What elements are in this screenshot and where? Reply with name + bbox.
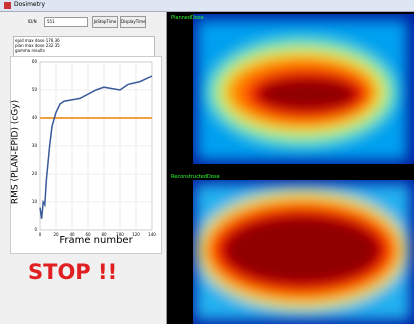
x-tick-label: 80 [101,232,107,237]
x-tick-label: 140 [148,232,156,237]
panel-label: ReconstructedDose [171,174,220,180]
y-axis-label: RMS (PLAN-EPID) (cGy) [11,100,21,204]
y-tick-label: 20 [32,171,38,176]
y-tick-label: 30 [32,143,38,148]
dose-panels: PlannedDose ReconstructedDose [167,12,414,324]
x-tick-label: 60 [85,232,91,237]
x-tick-label: 120 [132,232,140,237]
y-tick-label: 50 [32,87,38,92]
y-tick-label: 0 [34,227,37,232]
y-tick-label: 40 [32,115,38,120]
stop-alert: STOP !! [28,260,117,284]
x-tick-label: 0 [39,232,42,237]
planned-dose-map [193,14,414,164]
x-tick-label: 40 [69,232,75,237]
reconstructed-dose-map [193,180,414,324]
window: Dosimetry ID/N 551 JoStopTime DisplayTim… [0,0,414,324]
y-tick-label: 10 [32,199,38,204]
x-tick-label: 100 [116,232,124,237]
panel-label: PlannedDose [171,15,204,21]
y-tick-label: 60 [32,59,38,64]
x-tick-label: 20 [53,232,59,237]
